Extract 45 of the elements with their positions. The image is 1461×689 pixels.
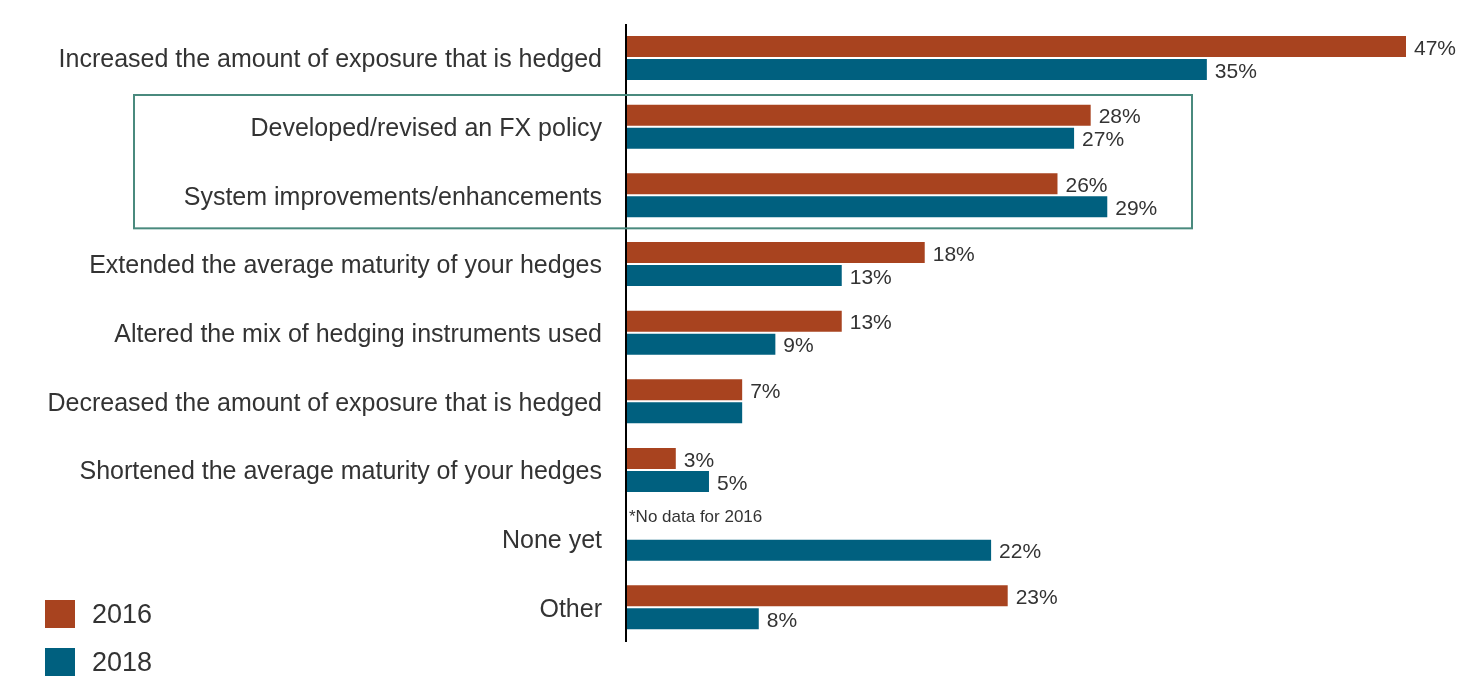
data-label: 7%	[750, 378, 781, 402]
y-tick-label: Developed/revised an FX policy	[250, 112, 603, 141]
bar	[626, 402, 743, 424]
bar	[626, 127, 1075, 149]
y-tick-label: None yet	[501, 524, 603, 553]
legend-label: 2016	[92, 598, 153, 630]
bar	[626, 104, 1091, 126]
y-tick-label: System improvements/enhancements	[183, 181, 602, 210]
data-label: 26%	[1065, 172, 1108, 196]
bar	[626, 448, 676, 469]
y-tick-label: Extended the average maturity of your hedges	[89, 250, 602, 279]
data-label: 35%	[1214, 58, 1257, 82]
data-label: 27%	[1082, 127, 1125, 151]
data-label: 22%	[999, 539, 1042, 563]
data-label: 8%	[766, 607, 798, 631]
bar	[626, 471, 709, 492]
bar	[626, 173, 1058, 195]
data-label: 3%	[683, 447, 715, 471]
bar	[626, 59, 1207, 80]
legend-label: 2018	[92, 646, 153, 678]
data-label: 9%	[783, 333, 814, 357]
bar	[626, 36, 1406, 57]
annotation: *No data for 2016	[629, 506, 763, 527]
y-tick-label: Shortened the average maturity of your hedges	[79, 456, 602, 485]
bar	[626, 608, 759, 630]
y-tick-label: Altered the mix of hedging instruments used	[114, 318, 602, 347]
data-label: 5%	[716, 470, 748, 494]
data-label: 47%	[1414, 35, 1457, 59]
data-label: 18%	[932, 241, 975, 265]
bar	[626, 265, 842, 286]
data-label: 13%	[849, 264, 892, 288]
bar	[626, 196, 1108, 218]
data-label: 28%	[1098, 104, 1141, 128]
bar	[626, 539, 992, 561]
y-tick-label: Other	[539, 593, 602, 622]
bar	[626, 242, 925, 263]
data-label: 23%	[1015, 584, 1058, 608]
bar	[626, 333, 776, 355]
bar	[626, 585, 1008, 607]
data-label: 29%	[1115, 195, 1158, 219]
bar	[626, 379, 743, 401]
bar	[626, 310, 842, 332]
y-tick-label: Decreased the amount of exposure that is hedged	[47, 387, 602, 416]
y-tick-label: Increased the amount of exposure that is hedged	[58, 44, 602, 73]
data-label: 13%	[849, 310, 892, 334]
